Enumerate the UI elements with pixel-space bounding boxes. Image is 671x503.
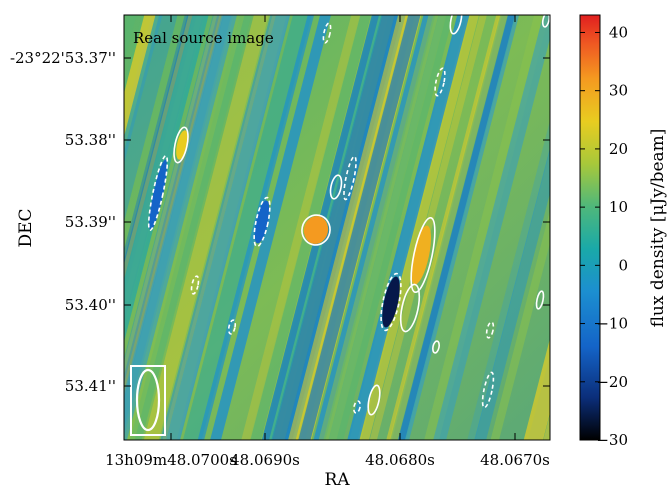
noise-stripe — [124, 15, 137, 64]
noise-stripe — [124, 15, 209, 343]
noise-stripe — [143, 15, 273, 440]
negative-contour — [485, 321, 495, 339]
noise-stripe — [165, 15, 291, 440]
x-tick-label: 13h09m48.0700s — [105, 451, 237, 469]
source-blob — [254, 200, 270, 244]
noise-stripe — [271, 15, 396, 440]
noise-stripe — [124, 15, 163, 164]
negative-contour — [322, 22, 332, 44]
noise-stripe — [182, 15, 312, 440]
colorbar-tick-label: −20 — [596, 373, 628, 391]
y-tick-label: 53.38'' — [65, 131, 116, 149]
plot-frame — [123, 14, 551, 441]
heatmap: Real source image — [123, 14, 551, 441]
positive-contour — [173, 126, 189, 164]
negative-contour — [227, 319, 237, 335]
source-blob — [382, 276, 400, 328]
noise-stripe — [288, 15, 408, 440]
positive-contour — [399, 283, 421, 333]
positive-contour — [329, 174, 343, 200]
y-tick-label: 53.39'' — [65, 213, 116, 231]
colorbar-label: flux density [μJy/beam] — [648, 129, 668, 328]
noise-stripe — [467, 120, 550, 440]
noise-stripe — [433, 15, 550, 440]
beam-box — [130, 365, 166, 436]
x-axis-title: RA — [324, 470, 350, 490]
colorbar-tick-label: 10 — [609, 198, 628, 216]
positive-contour — [301, 214, 331, 246]
negative-contour — [353, 400, 361, 414]
negative-contour — [343, 155, 357, 201]
noise-stripe — [386, 15, 508, 440]
noise-stripe — [272, 15, 403, 440]
x-tick-label: 48.0670s — [480, 451, 550, 469]
colorbar-tick-label: −10 — [596, 315, 628, 333]
colorbar: 40 30 20 10 0 −10 −20 −30 flux density [μJy/bea… — [579, 14, 668, 449]
y-tick-label: 53.40'' — [65, 296, 116, 314]
x-tick-label: 48.0690s — [230, 451, 300, 469]
noise-stripe — [318, 15, 439, 440]
beam-ellipse — [135, 368, 161, 432]
noise-stripe — [323, 15, 454, 440]
noise-stripe — [241, 15, 361, 440]
noise-stripe — [124, 15, 156, 137]
x-tick-label: 48.0680s — [365, 451, 435, 469]
noise-stripe — [523, 338, 550, 440]
noise-stripe — [490, 210, 550, 440]
colorbar-tick-label: 0 — [618, 256, 628, 274]
heatmap-stripes — [124, 15, 550, 440]
colorbar-tick-label: 40 — [609, 23, 628, 41]
noise-stripe — [298, 15, 421, 440]
colorbar-tick-label: −30 — [596, 431, 628, 449]
source-blob — [149, 159, 167, 231]
noise-stripe — [357, 15, 479, 440]
y-tick-label: -23°22'53.37'' — [10, 49, 116, 67]
y-axis: -23°22'53.37'' 53.38'' 53.39'' 53.40'' 53.41… — [10, 49, 550, 395]
source-blob — [410, 225, 432, 285]
noise-stripe — [313, 15, 436, 440]
noise-stripe — [347, 15, 470, 440]
positive-contour — [367, 384, 381, 416]
noise-stripe — [124, 15, 220, 384]
negative-contour — [147, 155, 169, 231]
negative-contour — [380, 272, 402, 332]
negative-contour — [481, 371, 495, 409]
positive-contour — [541, 15, 550, 28]
y-tick-label: 53.41'' — [65, 377, 116, 395]
positive-contour — [432, 340, 440, 354]
noise-stripe — [543, 414, 550, 440]
noise-stripe — [130, 15, 252, 440]
negative-contour — [434, 67, 446, 97]
y-axis-title: DEC — [16, 208, 36, 247]
noise-stripe — [124, 15, 237, 440]
colorbar-tick-label: 20 — [609, 140, 628, 158]
positive-contour — [410, 216, 436, 294]
negative-contour — [190, 275, 200, 295]
positive-contour — [535, 290, 545, 310]
colorbar-ticks: 40 30 20 10 0 −10 −20 −30 — [580, 23, 628, 449]
noise-stripe — [124, 15, 178, 222]
flux-contours — [147, 15, 550, 416]
image-annotation: Real source image — [133, 29, 274, 47]
noise-stripe — [390, 15, 509, 440]
source-blob — [303, 216, 329, 244]
colorbar-gradient — [579, 14, 601, 441]
noise-stripe — [210, 15, 331, 440]
positive-contour — [449, 15, 463, 35]
negative-contour — [253, 196, 271, 248]
beam-indicator — [130, 365, 166, 436]
colorbar-tick-label: 30 — [609, 82, 628, 100]
noise-stripe — [474, 147, 550, 440]
